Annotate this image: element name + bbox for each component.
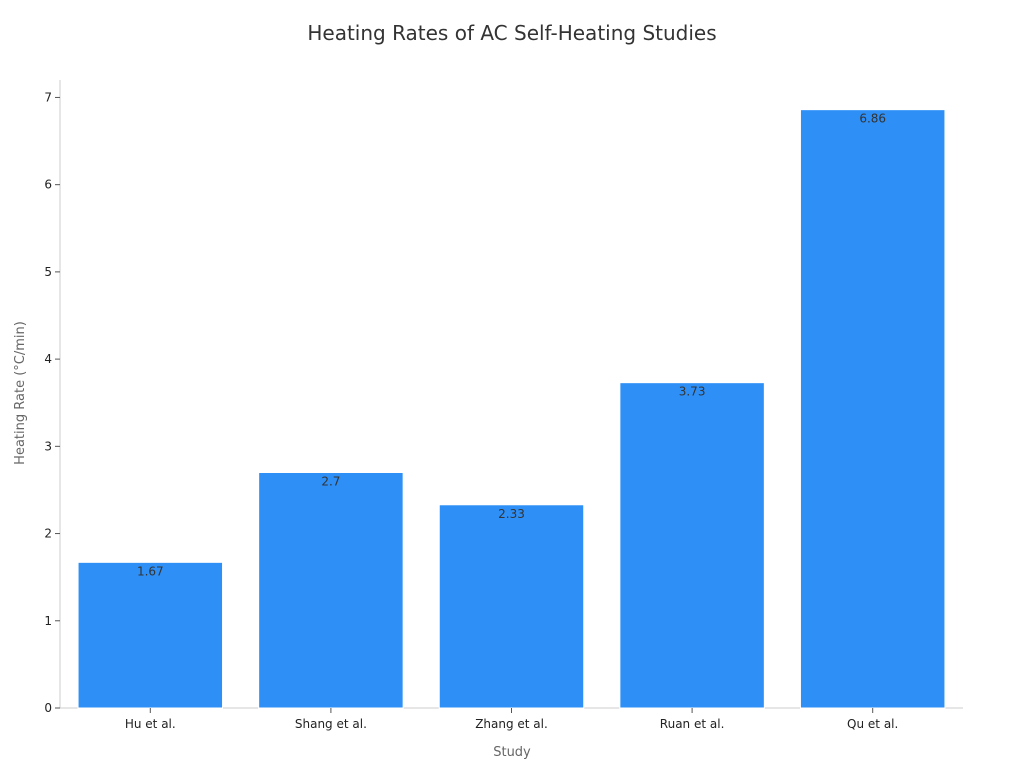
y-axis-label: Heating Rate (°C/min): [13, 321, 28, 465]
y-tick-label: 4: [44, 352, 52, 366]
x-tick-label: Shang et al.: [295, 717, 367, 731]
data-label: 3.73: [679, 385, 706, 399]
y-tick-label: 6: [44, 178, 52, 192]
bar: [619, 382, 765, 709]
y-tick-label: 5: [44, 265, 52, 279]
y-tick-label: 7: [44, 90, 52, 104]
data-label: 1.67: [137, 564, 164, 578]
data-label: 2.33: [498, 507, 525, 521]
bar: [799, 109, 946, 709]
x-tick-label: Qu et al.: [847, 717, 898, 731]
y-tick-label: 0: [44, 701, 52, 715]
y-tick-label: 2: [44, 527, 52, 541]
x-tick-label: Hu et al.: [125, 717, 176, 731]
data-label: 6.86: [859, 112, 886, 126]
data-label: 2.7: [321, 475, 340, 489]
x-axis-label: Study: [493, 745, 531, 760]
y-tick-label: 3: [44, 439, 52, 453]
y-tick-label: 1: [44, 614, 52, 628]
plot-area: 0 1 2 3 4 5 6 7 1.67 Hu et al. 2.7 Shang et al. 2.33…: [44, 80, 963, 731]
x-tick-label: Zhang et al.: [475, 717, 548, 731]
bar: [438, 504, 585, 709]
bar: [77, 561, 224, 709]
bar: [258, 472, 404, 709]
chart-title: Heating Rates of AC Self-Heating Studies: [307, 21, 716, 45]
x-tick-label: Ruan et al.: [660, 717, 725, 731]
